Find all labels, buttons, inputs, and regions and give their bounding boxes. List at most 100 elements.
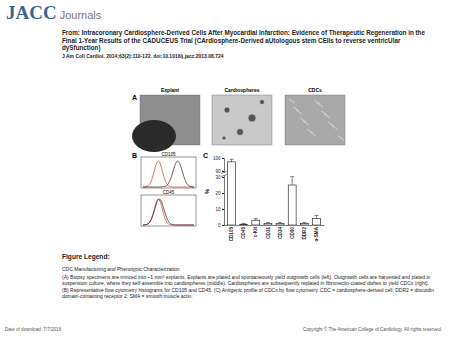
error-bar-cap bbox=[278, 222, 282, 223]
histogram-curve bbox=[143, 199, 194, 225]
error-bar-stem bbox=[292, 177, 293, 185]
x-axis: CD105 CD45 c-Kit CD31 CD34 CD90 DDR2 α-SMA bbox=[225, 225, 325, 242]
logo-brand: JACC bbox=[6, 2, 57, 23]
bar bbox=[240, 224, 248, 225]
x-tick: CD90 bbox=[290, 225, 295, 239]
footer-copyright: Copyright © The American College of Card… bbox=[303, 327, 442, 332]
y-tick: 100 bbox=[213, 156, 224, 161]
x-tick-label: CD45 bbox=[241, 227, 246, 239]
x-tick-label: CD34 bbox=[278, 227, 283, 239]
legend-title: CDC Manufacturing and Phenotypic Charact… bbox=[62, 266, 434, 272]
micrograph-detail bbox=[222, 136, 226, 140]
axis-break-mark bbox=[221, 172, 227, 174]
plot-area bbox=[228, 159, 321, 225]
citation: J Am Coll Cardiol. 2014;63(2):110-122. d… bbox=[62, 53, 440, 59]
error-bar-cap bbox=[254, 218, 258, 219]
footer-date: Date of download: 7/7/2016 bbox=[5, 327, 61, 332]
error-bar bbox=[230, 159, 234, 162]
panel-letter: B bbox=[132, 152, 137, 159]
bar bbox=[300, 223, 308, 225]
micrograph-detail bbox=[300, 118, 306, 122]
panel-letter: A bbox=[132, 94, 137, 101]
y-tick-mark bbox=[222, 193, 224, 194]
y-tick-label: 30 bbox=[215, 175, 221, 180]
bar bbox=[252, 220, 260, 225]
error-bar bbox=[314, 215, 318, 218]
x-tick-label: DDR2 bbox=[302, 227, 307, 240]
x-tick: α-SMA bbox=[314, 225, 319, 242]
y-tick-mark bbox=[222, 225, 224, 226]
error-bar-cap bbox=[302, 222, 306, 223]
logo: JACCJournals bbox=[6, 2, 101, 24]
histogram-curve bbox=[143, 199, 194, 225]
panel-letter: C bbox=[203, 152, 208, 159]
y-tick-mark bbox=[222, 209, 224, 210]
error-bar-cap bbox=[230, 159, 234, 160]
error-bar-stem bbox=[231, 159, 232, 162]
histogram-frame bbox=[141, 195, 196, 226]
x-tick-label: CD105 bbox=[229, 227, 234, 242]
micrograph-detail bbox=[289, 99, 295, 103]
x-tick-label: CD31 bbox=[266, 227, 271, 239]
histogram-curve bbox=[143, 161, 194, 187]
micrograph-detail bbox=[338, 136, 344, 140]
micrograph bbox=[285, 95, 345, 145]
error-bar bbox=[278, 222, 282, 224]
title: From: Intracoronary Cardiosphere-Derived… bbox=[62, 29, 440, 52]
y-tick: 0 bbox=[218, 223, 224, 228]
histogram-curve bbox=[143, 161, 194, 187]
bar bbox=[312, 219, 320, 225]
y-tick: 10 bbox=[215, 207, 224, 212]
slide: JACCJournals From: Intracoronary Cardiosp… bbox=[0, 0, 450, 338]
x-tick: CD105 bbox=[229, 225, 234, 241]
y-axis-title: % bbox=[204, 189, 210, 194]
logo-sub: Journals bbox=[60, 9, 102, 21]
image-label: Cardiospheres bbox=[224, 87, 259, 93]
micrograph-detail bbox=[132, 120, 176, 152]
y-tick-label: 0 bbox=[218, 223, 221, 228]
x-tick: c-Kit bbox=[253, 225, 258, 237]
axis-break-mark bbox=[221, 175, 227, 177]
x-tick-label: c-Kit bbox=[253, 227, 258, 238]
y-tick-mark bbox=[222, 177, 224, 178]
histogram-label: CD105 bbox=[161, 152, 176, 157]
x-tick-label: CD90 bbox=[290, 227, 295, 239]
bar bbox=[288, 185, 296, 225]
micrograph bbox=[212, 95, 272, 145]
micrograph-detail bbox=[314, 100, 320, 104]
error-bar-cap bbox=[314, 215, 318, 216]
micrograph-detail bbox=[328, 122, 334, 126]
error-bar bbox=[254, 219, 258, 221]
micrograph-detail bbox=[307, 129, 313, 133]
legend-text: (A) Biopsy specimens are minced into ~1 … bbox=[62, 274, 434, 300]
bar bbox=[264, 223, 272, 225]
error-bar-cap bbox=[266, 222, 270, 223]
x-axis-line bbox=[225, 225, 325, 226]
error-bar bbox=[302, 222, 306, 224]
y-tick-label: 10 bbox=[215, 207, 221, 212]
micrograph-detail bbox=[248, 114, 256, 122]
error-bar-cap bbox=[290, 176, 294, 177]
image-label: Explant bbox=[161, 87, 179, 93]
micrograph-detail bbox=[321, 111, 327, 115]
x-tick: CD34 bbox=[278, 225, 283, 239]
y-axis-line bbox=[222, 159, 225, 226]
y-tick: 20 bbox=[215, 191, 224, 196]
x-tick-label: α-SMA bbox=[314, 226, 319, 241]
micrograph-detail bbox=[237, 129, 244, 136]
x-tick: CD31 bbox=[266, 225, 271, 239]
error-bar bbox=[242, 223, 246, 225]
bar bbox=[228, 162, 236, 225]
x-tick: CD45 bbox=[241, 225, 246, 239]
x-tick: DDR2 bbox=[302, 225, 307, 240]
error-bar-stem bbox=[316, 215, 317, 218]
image-label: CDCs bbox=[308, 87, 322, 93]
histogram-frame bbox=[141, 157, 196, 188]
error-bar-cap bbox=[242, 223, 246, 224]
y-axis: 010203090100 bbox=[213, 156, 225, 228]
error-bar bbox=[290, 177, 294, 185]
histogram-label: CD45 bbox=[163, 190, 175, 195]
axis-break bbox=[221, 173, 227, 176]
legend-heading: Figure Legend: bbox=[62, 253, 110, 260]
error-bar bbox=[266, 222, 270, 224]
